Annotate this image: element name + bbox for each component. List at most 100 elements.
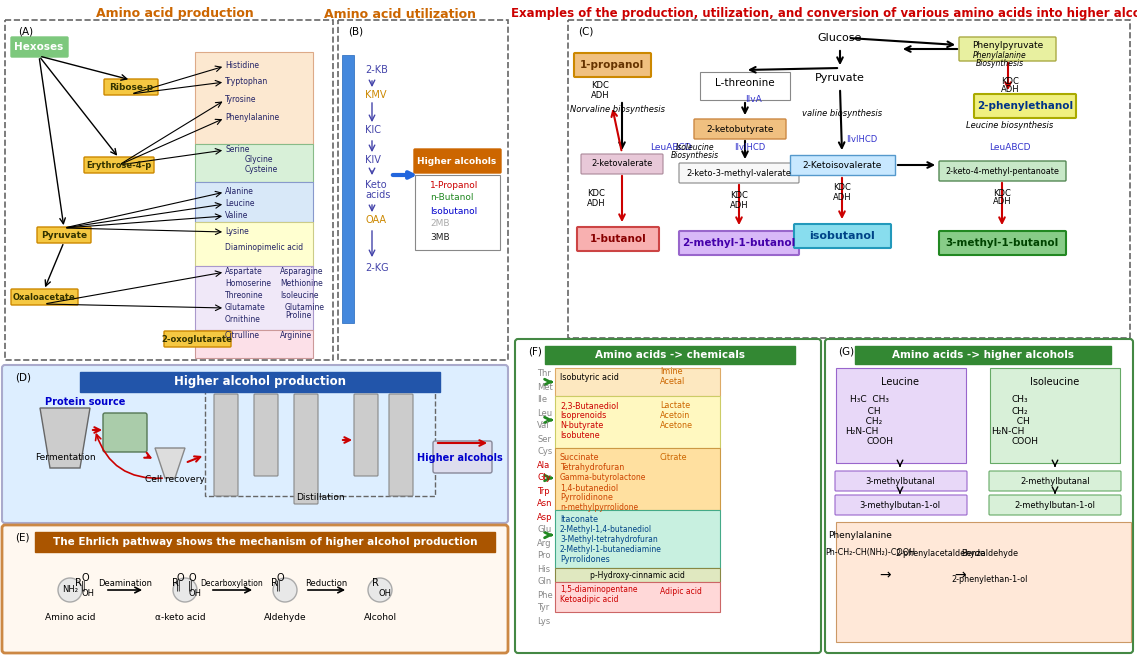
Bar [196, 266, 313, 330]
Text: Aldehyde: Aldehyde [264, 613, 306, 623]
Text: Ala: Ala [537, 461, 550, 470]
Text: Erythrose-4-p: Erythrose-4-p [86, 161, 151, 169]
Text: Histidine: Histidine [225, 62, 259, 70]
Text: L-threonine: L-threonine [715, 78, 774, 88]
FancyBboxPatch shape [989, 495, 1121, 515]
Bar [555, 568, 720, 582]
Text: 3MB: 3MB [430, 232, 449, 241]
Text: Val: Val [537, 422, 549, 430]
Text: OH: OH [189, 588, 201, 598]
Text: Pyrrolidones: Pyrrolidones [561, 556, 609, 565]
Text: Tyr: Tyr [537, 604, 549, 613]
Text: Decarboxylation: Decarboxylation [200, 579, 264, 588]
Circle shape [273, 578, 297, 602]
Text: 2,3-Butanediol: 2,3-Butanediol [561, 401, 619, 411]
Text: CH₃: CH₃ [1012, 396, 1028, 405]
FancyBboxPatch shape [794, 224, 891, 248]
Text: LeuABCD: LeuABCD [989, 144, 1031, 152]
FancyBboxPatch shape [2, 365, 508, 523]
Text: Norvaline biosynthesis: Norvaline biosynthesis [570, 106, 664, 115]
Bar [555, 510, 720, 568]
Text: Ketoadipic acid: Ketoadipic acid [561, 596, 619, 604]
Text: N-butyrate: N-butyrate [561, 422, 604, 430]
Text: KDC: KDC [993, 188, 1011, 197]
Text: Leucine biosynthesis: Leucine biosynthesis [966, 121, 1054, 129]
Text: Benzaldehyde: Benzaldehyde [962, 548, 1019, 558]
Text: Pyrrolidinone: Pyrrolidinone [561, 493, 613, 502]
Text: 1,5-diaminopentane: 1,5-diaminopentane [561, 586, 638, 594]
Text: Glutamine: Glutamine [285, 304, 325, 312]
Text: COOH: COOH [1012, 438, 1038, 447]
Circle shape [58, 578, 82, 602]
Text: Glu: Glu [537, 525, 551, 535]
Text: O: O [189, 573, 196, 583]
Polygon shape [155, 448, 185, 478]
Text: 2-phenylethanol: 2-phenylethanol [977, 101, 1073, 111]
Text: IIvIHCD: IIvIHCD [846, 136, 878, 144]
Text: Citrulline: Citrulline [225, 331, 260, 340]
Text: (A): (A) [18, 27, 33, 37]
Text: Higher alcohols: Higher alcohols [417, 157, 497, 165]
FancyBboxPatch shape [825, 339, 1132, 653]
Text: ADH: ADH [587, 199, 605, 207]
Text: 2-Ketoisovalerate: 2-Ketoisovalerate [803, 161, 881, 169]
FancyBboxPatch shape [515, 339, 821, 653]
Text: H₂N-CH: H₂N-CH [991, 428, 1024, 436]
Text: CH₂: CH₂ [1012, 407, 1028, 417]
Bar [700, 72, 790, 100]
Text: Met: Met [537, 382, 553, 392]
Circle shape [173, 578, 197, 602]
Text: Homoserine: Homoserine [225, 279, 271, 289]
Text: 2-phenylethan-1-ol: 2-phenylethan-1-ol [952, 575, 1028, 584]
Text: Gln: Gln [537, 577, 551, 586]
Text: valine biosynthesis: valine biosynthesis [802, 108, 882, 117]
Text: Lys: Lys [537, 617, 550, 626]
Text: KDC: KDC [730, 192, 748, 201]
Text: ‖: ‖ [275, 581, 281, 591]
Text: R: R [271, 578, 277, 588]
Text: Gamma-butyrolactone: Gamma-butyrolactone [561, 474, 646, 483]
Text: Amino acids -> chemicals: Amino acids -> chemicals [595, 350, 745, 360]
FancyBboxPatch shape [974, 94, 1076, 118]
Text: Isoprenoids: Isoprenoids [561, 411, 606, 420]
Bar [196, 52, 313, 144]
Text: O: O [276, 573, 284, 583]
Text: Glutamate: Glutamate [225, 304, 266, 312]
Text: Asn: Asn [537, 499, 553, 508]
Text: Isobutanol: Isobutanol [430, 207, 478, 216]
Text: Alcohol: Alcohol [364, 613, 397, 623]
Text: ‖: ‖ [175, 581, 181, 591]
FancyBboxPatch shape [581, 154, 663, 174]
Text: R: R [172, 578, 179, 588]
Text: 2MB: 2MB [430, 220, 449, 228]
Text: Isoleucine: Isoleucine [280, 291, 318, 300]
Text: Phenylalanine: Phenylalanine [225, 113, 279, 123]
Text: Citrate: Citrate [659, 453, 688, 462]
Text: Distillation: Distillation [296, 493, 345, 502]
Text: Acetal: Acetal [659, 377, 686, 386]
FancyBboxPatch shape [679, 231, 799, 255]
FancyBboxPatch shape [2, 525, 508, 653]
FancyBboxPatch shape [835, 471, 966, 491]
Text: COOH: COOH [866, 438, 894, 447]
Text: (G): (G) [838, 347, 854, 357]
Text: Amino acid: Amino acid [44, 613, 96, 623]
Text: R: R [75, 578, 82, 588]
Text: 2-Methyl-1-butanediamine: 2-Methyl-1-butanediamine [561, 546, 662, 554]
Text: NH₂: NH₂ [63, 586, 78, 594]
Text: (D): (D) [15, 373, 31, 383]
Text: Isoleucine: Isoleucine [675, 144, 714, 152]
Text: 1-Propanol: 1-Propanol [430, 180, 479, 190]
Text: ADH: ADH [832, 192, 852, 201]
Text: ‖: ‖ [81, 581, 85, 591]
Text: Cell recovery: Cell recovery [146, 476, 205, 485]
Bar [555, 368, 720, 396]
Text: KDC: KDC [833, 184, 850, 192]
FancyBboxPatch shape [939, 161, 1067, 181]
Text: Leu: Leu [537, 409, 553, 417]
Text: Ser: Ser [537, 434, 551, 443]
Text: Cys: Cys [537, 447, 553, 457]
Text: H₂N-CH: H₂N-CH [845, 428, 879, 436]
Bar [555, 448, 720, 510]
Text: Isobutyric acid: Isobutyric acid [561, 373, 619, 382]
